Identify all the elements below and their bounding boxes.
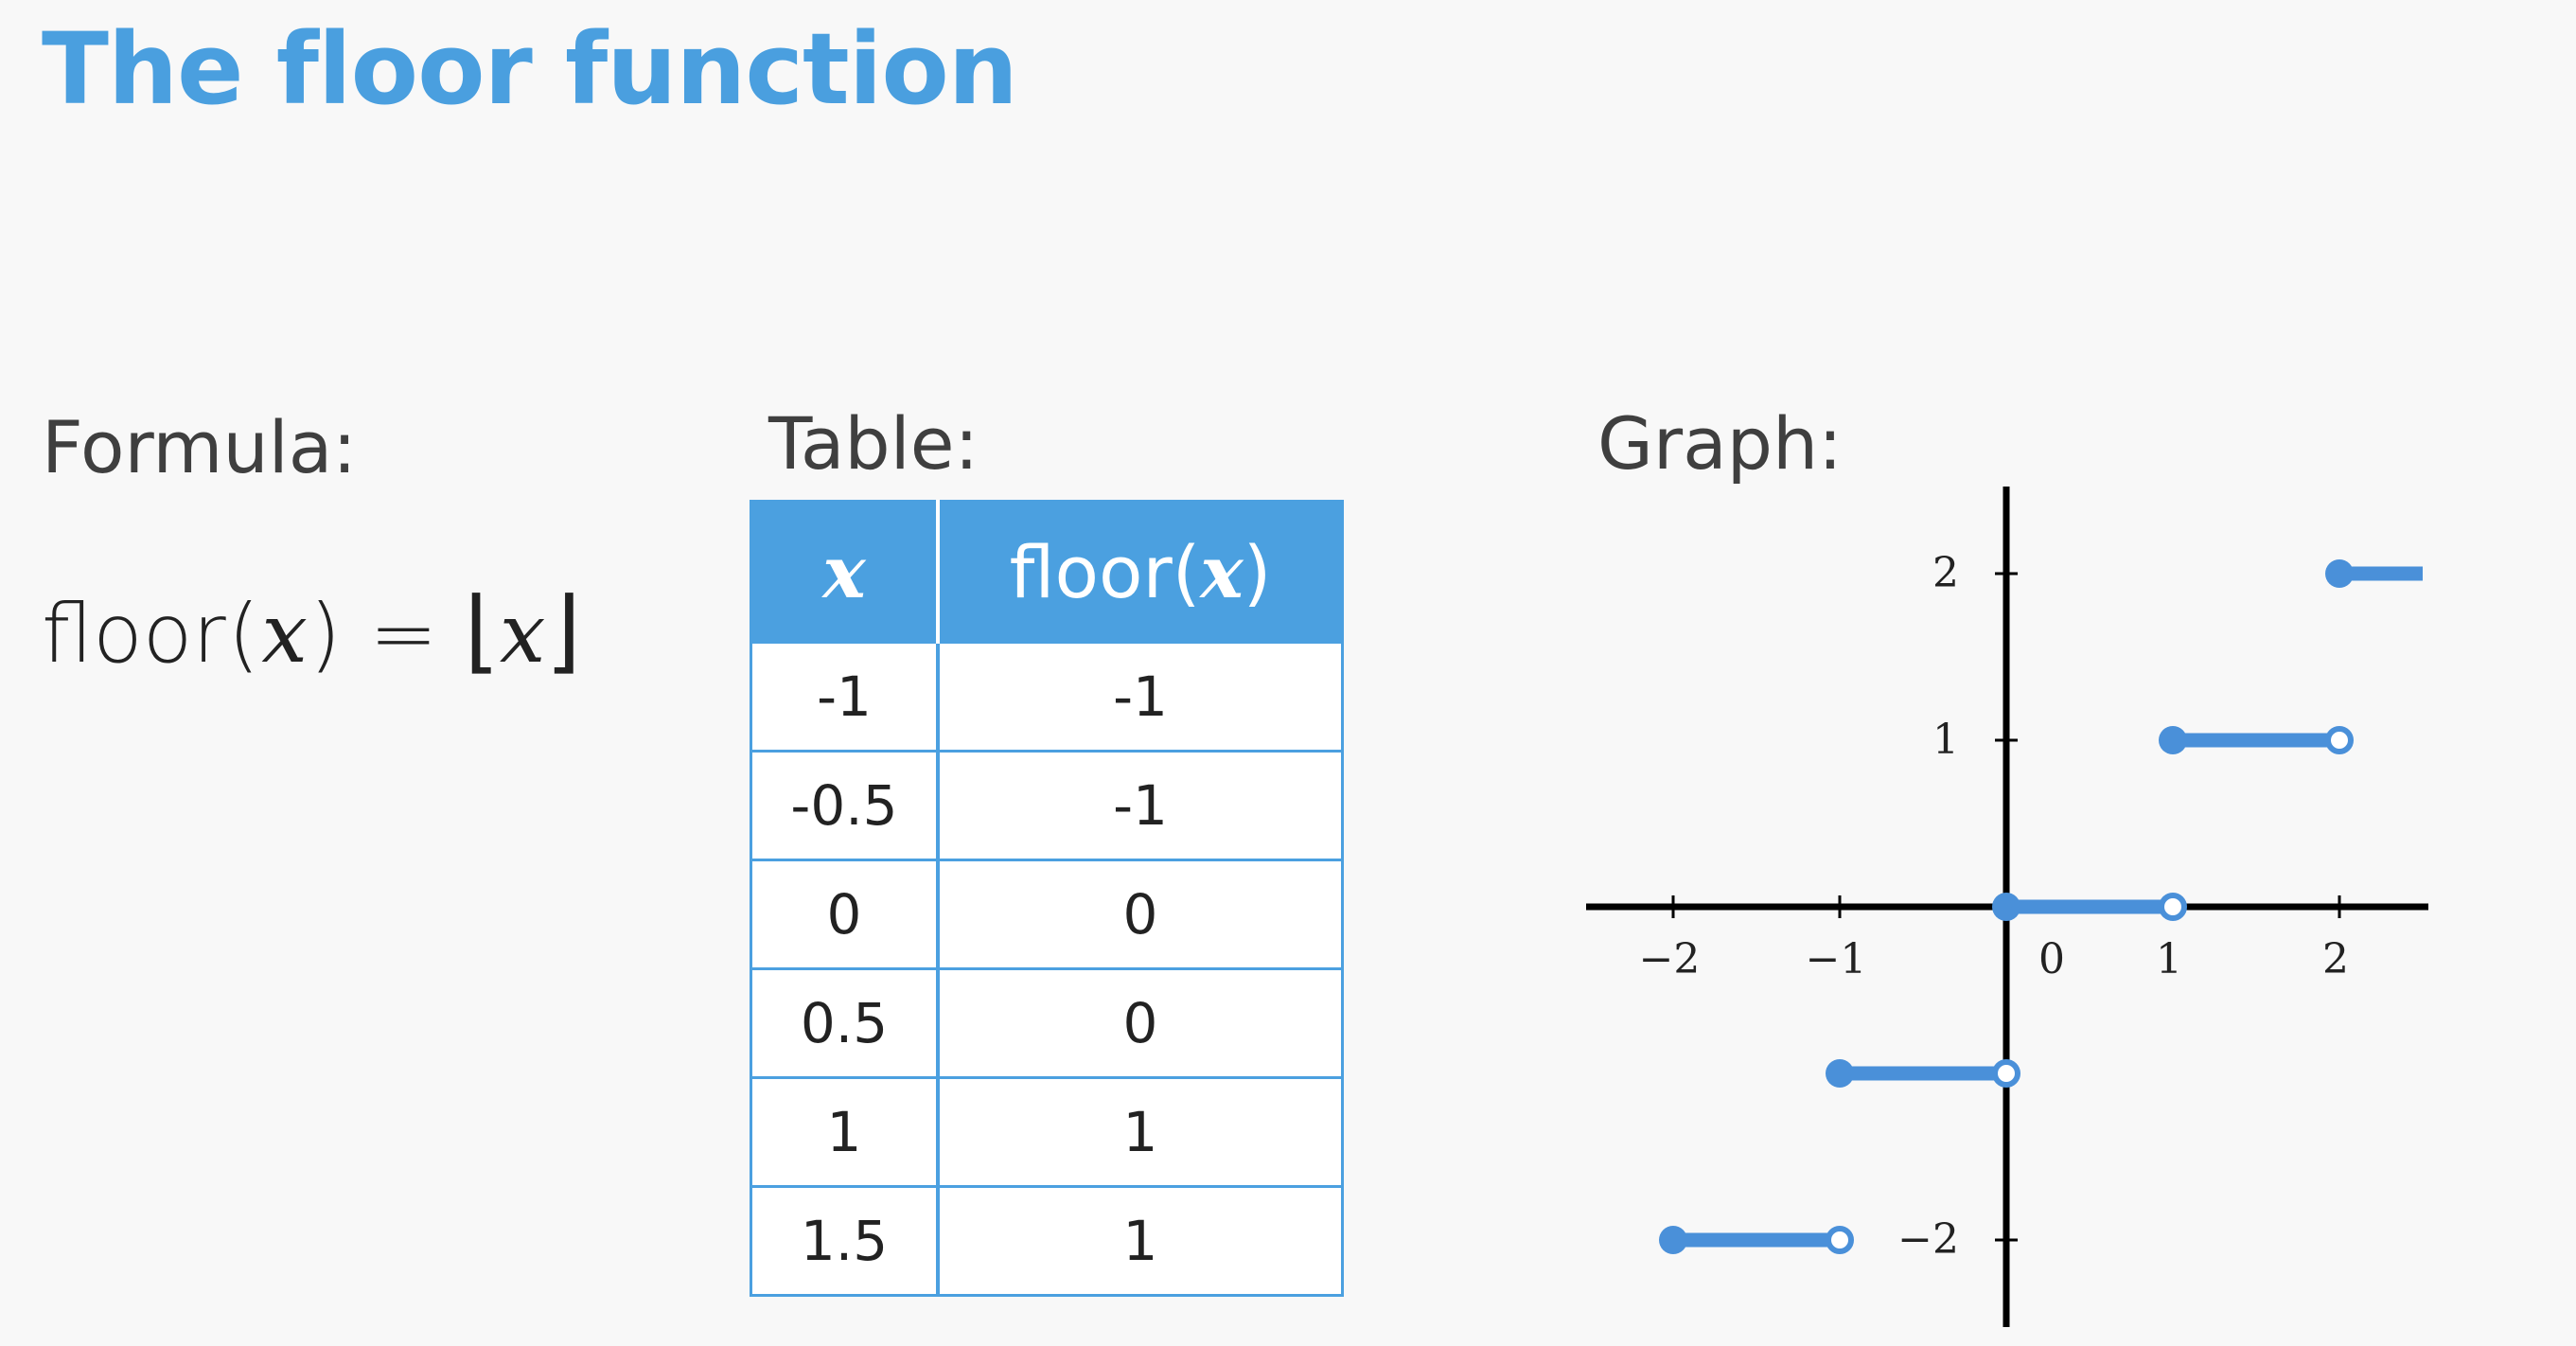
formula-floor-var: x [499, 587, 546, 682]
table-cell-x: 1 [750, 1076, 940, 1188]
y-tick-label: −2 [1897, 1215, 1959, 1264]
open-endpoint [1992, 1059, 2020, 1088]
closed-endpoint [1826, 1059, 1854, 1088]
table-cell-x: -0.5 [750, 750, 940, 861]
closed-endpoint [2159, 726, 2187, 754]
table-cell-floor: 1 [936, 1185, 1344, 1297]
open-endpoint [2159, 893, 2187, 921]
table-cell-x: -1 [750, 641, 940, 753]
formula-var: x [261, 587, 308, 682]
formula-lparen: ( [227, 587, 260, 682]
open-endpoint [1826, 1226, 1854, 1254]
x-tick-label: −2 [1639, 935, 1701, 983]
x-tick-label: 2 [2322, 935, 2349, 983]
table-row: 1.5 1 [750, 1185, 1344, 1297]
graph-label: Graph: [1597, 401, 1843, 486]
table-header-x: x [750, 500, 940, 644]
floor-formula: floor(x) = ⌊ x ⌋ [42, 577, 581, 683]
y-tick-label: 1 [1932, 716, 1959, 764]
table-cell-floor: 1 [936, 1076, 1344, 1188]
closed-endpoint [1659, 1226, 1687, 1254]
table-row: -1 -1 [750, 641, 1344, 753]
table-cell-floor: -1 [936, 750, 1344, 861]
closed-endpoint [1992, 893, 2020, 921]
formula-floor-open: ⌊ [464, 577, 500, 683]
x-tick-label: −1 [1806, 935, 1867, 983]
y-tick-label: 2 [1932, 549, 1959, 597]
x-tick-label: 1 [2156, 935, 2182, 983]
formula-floor-close: ⌋ [545, 577, 581, 683]
table-cell-x: 0.5 [750, 967, 940, 1079]
table-header-floor: floor(x) [936, 500, 1344, 644]
table-header-row: x floor(x) [750, 500, 1344, 644]
table-row: 0.5 0 [750, 967, 1344, 1079]
formula-equals: = [369, 587, 438, 682]
table-row: -0.5 -1 [750, 750, 1344, 861]
formula-rparen: ) [309, 587, 342, 682]
table-cell-floor: -1 [936, 641, 1344, 753]
closed-endpoint [2325, 559, 2354, 588]
x-tick-label: 0 [2038, 935, 2065, 983]
table-cell-floor: 0 [936, 859, 1344, 970]
table-cell-x: 1.5 [750, 1185, 940, 1297]
table-cell-x: 0 [750, 859, 940, 970]
table-cell-floor: 0 [936, 967, 1344, 1079]
table-label: Table: [768, 401, 979, 486]
formula-label: Formula: [42, 405, 357, 489]
formula-fn-name: floor [42, 587, 226, 682]
slide-title: The floor function [42, 11, 1018, 127]
open-endpoint [2325, 726, 2354, 754]
